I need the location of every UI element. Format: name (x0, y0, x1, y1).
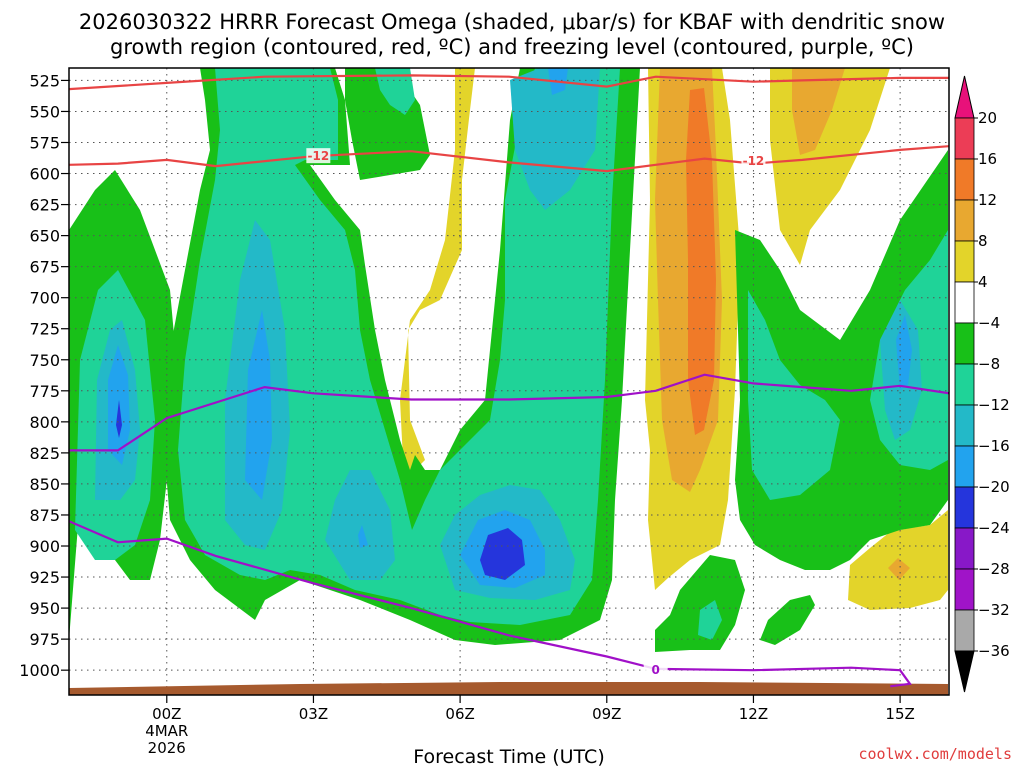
shade-darkblue-lower (480, 528, 525, 580)
y-axis: 525 550 575 600 625 650 675 700 725 750 775 800 825 8… (19, 71, 69, 680)
x-tick-date: 4MAR (145, 722, 188, 740)
contour-label-bg-dgz-bottom (741, 153, 766, 169)
y-tick-label-950: 950 (29, 599, 60, 618)
y-tick-label-650: 650 (29, 227, 60, 246)
y-tick-label-625: 625 (29, 196, 60, 215)
x-tick-label-00Z: 00Z (152, 705, 181, 723)
colorbar-label-4: 4 (978, 273, 988, 291)
x-tick-label-06Z: 06Z (445, 705, 474, 723)
y-tick-label-775: 775 (29, 382, 60, 401)
y-tick-label-800: 800 (29, 413, 60, 432)
shade-green-bottom-center (655, 555, 745, 652)
x-axis-label: Forecast Time (UTC) (413, 746, 604, 768)
y-tick-label-525: 525 (29, 71, 60, 90)
colorbar-label-9: −20 (978, 478, 1010, 496)
shade-mint-top (375, 68, 415, 115)
shade-mint-bottom (698, 600, 722, 640)
x-tick-year: 2026 (148, 739, 186, 757)
colorbar-swatch-10 (954, 527, 975, 570)
colorbar-swatch-7 (954, 404, 975, 447)
colorbar-swatch-9 (954, 486, 975, 529)
shade-blue-right (896, 315, 912, 390)
shade-blue-mid (245, 310, 272, 500)
colorbar-label-1: 16 (978, 150, 997, 168)
colorbar-top-arrow (954, 75, 975, 119)
y-tick-label-700: 700 (29, 289, 60, 308)
omega-shading (69, 68, 948, 652)
shade-darkblue-left (116, 400, 122, 438)
contour-dgz-bottom (69, 145, 949, 173)
colorbar-label-8: −16 (978, 437, 1010, 455)
y-tick-label-550: 550 (29, 102, 60, 121)
contour-label-dgz-bottom: -12 (307, 149, 329, 163)
colorbar-label-6: −8 (978, 355, 1000, 373)
y-tick-label-750: 750 (29, 351, 60, 370)
y-tick-label-575: 575 (29, 133, 60, 152)
shade-green-bottom-right (760, 595, 815, 645)
colorbar-swatch-2 (954, 199, 975, 242)
chart-title-line1: 2026030322 HRRR Forecast Omega (shaded, … (79, 10, 945, 34)
ground-terrain (69, 682, 948, 695)
contour-lines: -12 -12 0 (69, 74, 949, 688)
colorbar-swatch-8 (954, 445, 975, 488)
shade-blue-mid2 (358, 525, 368, 548)
contour-freezing-level-upper (69, 373, 949, 452)
colorbar-label-13: −36 (978, 642, 1010, 660)
y-tick-label-725: 725 (29, 320, 60, 339)
shade-positive-deep-orange (686, 88, 716, 435)
y-tick-label-825: 825 (29, 444, 60, 463)
colorbar-label-10: −24 (978, 519, 1010, 537)
y-tick-label-600: 600 (29, 165, 60, 184)
contour-label-freezing-level-lower: 0 (651, 663, 659, 677)
contour-dgz-top (69, 74, 949, 91)
y-tick-label-1000: 1000 (19, 661, 60, 680)
shade-positive-orange-right (792, 68, 845, 155)
colorbar-label-12: −32 (978, 601, 1010, 619)
x-tick-label-12Z: 12Z (739, 705, 768, 723)
plot-frame (68, 67, 950, 696)
colorbar-swatch-4 (954, 281, 975, 324)
credit-link[interactable]: coolwx.com/models (858, 745, 1012, 763)
colorbar-label-7: −12 (978, 396, 1010, 414)
contour-label-bg-dgz-bottom (306, 148, 331, 164)
x-tick-label-09Z: 09Z (592, 705, 621, 723)
contour-label-dgz-bottom: -12 (743, 154, 765, 168)
shade-mint-right (748, 290, 840, 500)
contour-label-bg-freezing-level-lower (643, 662, 668, 678)
x-tick-label-15Z: 15Z (885, 705, 914, 723)
y-tick-label-925: 925 (29, 568, 60, 587)
colorbar-swatch-3 (954, 240, 975, 283)
x-tick-label-03Z: 03Z (299, 705, 328, 723)
y-tick-label-850: 850 (29, 475, 60, 494)
chart-title-line2: growth region (contoured, red, ºC) and f… (110, 35, 914, 59)
y-tick-label-900: 900 (29, 537, 60, 556)
colorbar-bottom-arrow (954, 650, 975, 693)
y-tick-label-675: 675 (29, 258, 60, 277)
shade-positive-yellow-left (400, 68, 475, 590)
colorbar-swatch-5 (954, 322, 975, 365)
shade-positive-orange-spot (888, 558, 910, 580)
y-tick-label-975: 975 (29, 630, 60, 649)
colorbar-swatch-6 (954, 363, 975, 406)
colorbar-label-0: 20 (978, 109, 997, 127)
colorbar-swatch-11 (954, 568, 975, 611)
colorbar-swatch-12 (954, 609, 975, 652)
colorbar-label-3: 8 (978, 232, 988, 250)
colorbar: 20 16 12 8 4 −4 −8 −12 −16 −20 −24 −28 −32 −36 (954, 75, 1010, 693)
colorbar-label-5: −4 (978, 314, 1000, 332)
shade-cyan-upper (510, 68, 600, 210)
shade-cyan-mid-b (325, 470, 395, 580)
colorbar-label-2: 12 (978, 191, 997, 209)
y-tick-label-875: 875 (29, 506, 60, 525)
colorbar-label-11: −28 (978, 560, 1010, 578)
colorbar-swatch-0 (954, 117, 975, 160)
colorbar-swatch-1 (954, 158, 975, 201)
contour-freezing-level-lower (69, 520, 912, 688)
